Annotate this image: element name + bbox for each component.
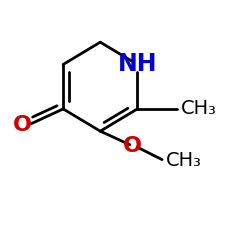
Text: CH₃: CH₃: [166, 151, 202, 170]
Text: O: O: [13, 115, 32, 135]
Text: O: O: [123, 136, 142, 156]
Text: CH₃: CH₃: [181, 100, 216, 118]
Text: NH: NH: [118, 52, 157, 76]
